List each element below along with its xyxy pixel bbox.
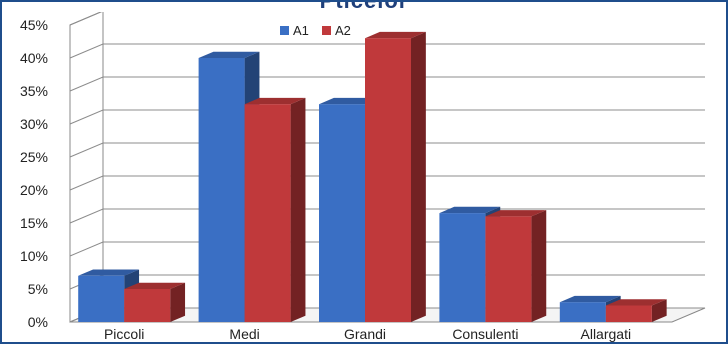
y-tick-label: 15% <box>20 215 48 231</box>
x-category-label: Piccoli <box>104 326 144 342</box>
y-tick-label: 35% <box>20 83 48 99</box>
gridline <box>69 142 705 158</box>
bar-A2-Piccoli <box>124 282 186 322</box>
gridline <box>69 10 705 26</box>
y-tick-label: 40% <box>20 50 48 66</box>
bar-A2-Medi <box>244 97 306 323</box>
bar-A2-Allargati <box>605 299 667 322</box>
bar-A2-Consulenti <box>485 210 547 322</box>
x-category-label: Allargati <box>581 326 632 342</box>
x-category-label: Consulenti <box>452 326 518 342</box>
bar-A2-Grandi <box>365 31 426 323</box>
y-tick-label: 30% <box>20 116 48 132</box>
y-tick-label: 10% <box>20 248 48 264</box>
y-tick-label: 20% <box>20 182 48 198</box>
y-tick-label: 5% <box>28 281 48 297</box>
gridline <box>69 109 705 125</box>
gridline <box>69 208 705 224</box>
x-category-label: Grandi <box>344 326 386 342</box>
legend-swatch-A2 <box>322 26 331 35</box>
legend-swatch-A1 <box>280 26 289 35</box>
chart-title: Pticeior <box>2 2 726 12</box>
legend-label-A1: A1 <box>293 23 309 38</box>
legend-label-A2: A2 <box>335 23 351 38</box>
gridline <box>69 175 705 191</box>
y-tick-label: 0% <box>28 314 48 330</box>
y-tick-label: 25% <box>20 149 48 165</box>
gridline <box>69 43 705 59</box>
title-band: Pticeior <box>2 2 726 12</box>
x-category-label: Medi <box>229 326 259 342</box>
y-tick-label: 45% <box>20 17 48 33</box>
gridline <box>69 76 705 92</box>
